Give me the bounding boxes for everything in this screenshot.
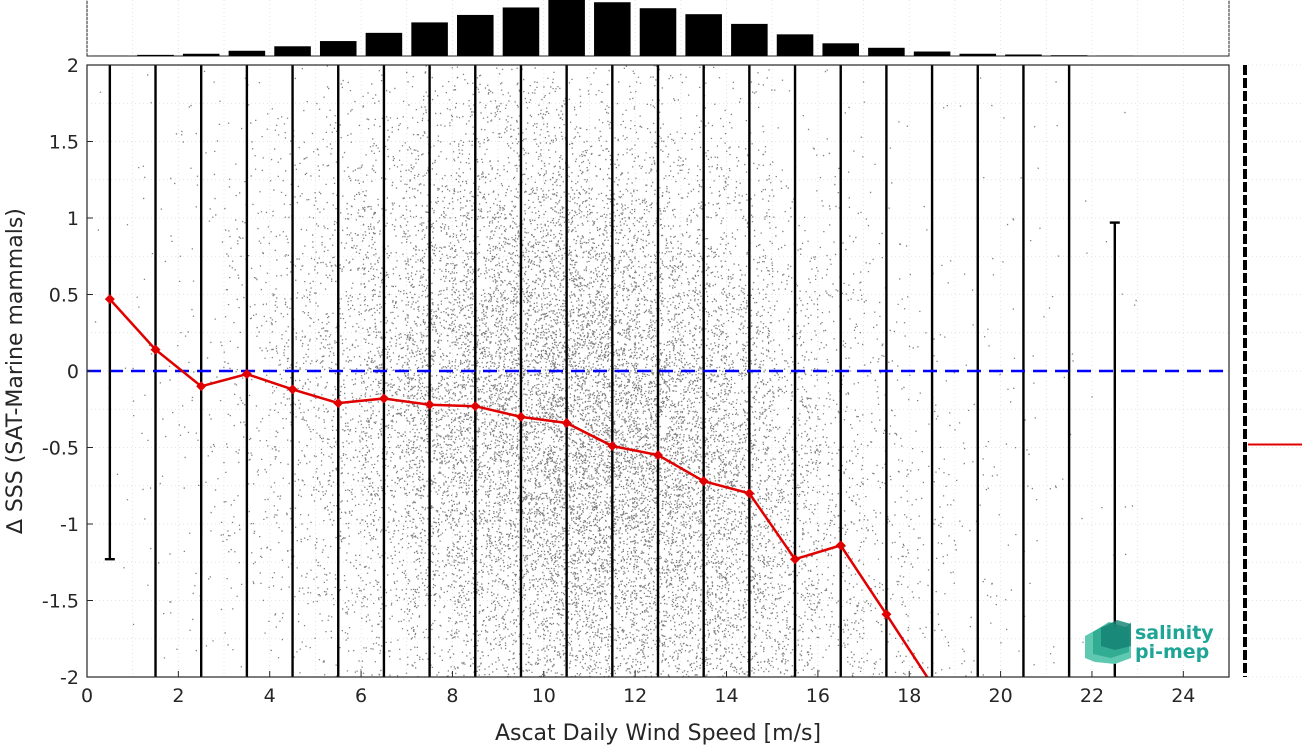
median-point (287, 384, 298, 395)
x-tick-label: 8 (446, 685, 458, 707)
median-point (790, 554, 801, 565)
logo-line-1: salinity (1135, 622, 1214, 644)
x-tick-label: 12 (623, 685, 647, 707)
median-point (333, 398, 344, 409)
median-point (607, 440, 618, 451)
histogram-bar (365, 32, 403, 56)
histogram-bar (1005, 54, 1042, 56)
x-tick-label: 2 (172, 685, 184, 707)
x-axis-label: Ascat Daily Wind Speed [m/s] (495, 721, 821, 746)
salinity-pi-mep-logo: salinity pi-mep (1085, 620, 1214, 664)
histogram-bar (274, 46, 311, 56)
x-tick-label: 20 (989, 685, 1013, 707)
x-tick-label: 14 (714, 685, 738, 707)
y-tick-label: 2 (67, 55, 79, 77)
y-axis-ticks: 2 1.5 1 0.5 0 -0.5 -1 -1.5 -2 (42, 55, 93, 689)
error-bars (104, 65, 1120, 677)
y-tick-label: -1.5 (42, 591, 79, 613)
x-tick-label: 10 (532, 685, 556, 707)
histogram-bar (913, 51, 951, 56)
y-tick-label: 0 (67, 361, 79, 383)
histogram-bar (959, 53, 997, 56)
histogram-bar (502, 7, 540, 56)
histogram-bar (319, 41, 357, 56)
y-tick-label: 1.5 (49, 132, 79, 154)
histogram-bar (548, 0, 585, 56)
y-axis-label: ∆ SSS (SAT-Marine mammals) (3, 208, 28, 535)
median-point (515, 411, 526, 422)
histogram-bar (228, 50, 266, 56)
histogram-bar (731, 23, 768, 56)
median-point (196, 381, 207, 392)
x-tick-label: 6 (355, 685, 367, 707)
y-tick-label: -2 (60, 667, 79, 689)
y-tick-label: 1 (67, 208, 79, 230)
histogram-bar (457, 14, 494, 56)
x-axis-ticks: 0 2 4 6 8 10 12 14 16 18 20 22 24 (81, 671, 1195, 707)
histogram-bar (639, 8, 677, 56)
median-point (744, 488, 755, 499)
median-point (835, 540, 846, 551)
x-tick-label: 0 (81, 685, 93, 707)
y-tick-label: -0.5 (42, 438, 79, 460)
side-panel (1240, 64, 1302, 678)
histogram-bar (822, 43, 859, 56)
median-series (104, 294, 937, 690)
median-point (927, 680, 937, 690)
histogram-grid (86, 0, 1230, 56)
histogram-bar (594, 2, 631, 56)
median-point (561, 418, 572, 429)
median-point (424, 399, 435, 410)
median-point (653, 450, 663, 461)
y-tick-label: -1 (60, 514, 79, 536)
x-tick-label: 4 (264, 685, 276, 707)
median-point (241, 369, 252, 380)
median-point (150, 344, 161, 355)
x-tick-label: 18 (897, 685, 921, 707)
side-panel-grid (1248, 64, 1302, 678)
median-point (378, 393, 389, 404)
median-point (881, 609, 892, 620)
x-tick-label: 16 (806, 685, 830, 707)
x-tick-label: 22 (1080, 685, 1104, 707)
histogram-bar (137, 54, 174, 56)
histogram-bar (1050, 55, 1088, 56)
histogram-bar (182, 53, 220, 56)
main-plot: 0 2 4 6 8 10 12 14 16 18 20 22 24 21.510.50-0.5-1-1.… (3, 55, 1230, 746)
y-tick-label: 0.5 (49, 285, 79, 307)
median-point (698, 476, 709, 487)
histogram-bars (91, 0, 1134, 56)
histogram-bar (868, 47, 905, 56)
histogram-bar (685, 14, 722, 56)
x-tick-label: 24 (1171, 685, 1195, 707)
median-point (104, 294, 115, 305)
side-panel-frame (1240, 65, 1302, 677)
logo-line-2: pi-mep (1135, 641, 1209, 663)
median-point (470, 401, 481, 412)
histogram-bar (776, 34, 814, 56)
histogram-bar (411, 22, 448, 56)
histogram-panel (86, 0, 1230, 57)
